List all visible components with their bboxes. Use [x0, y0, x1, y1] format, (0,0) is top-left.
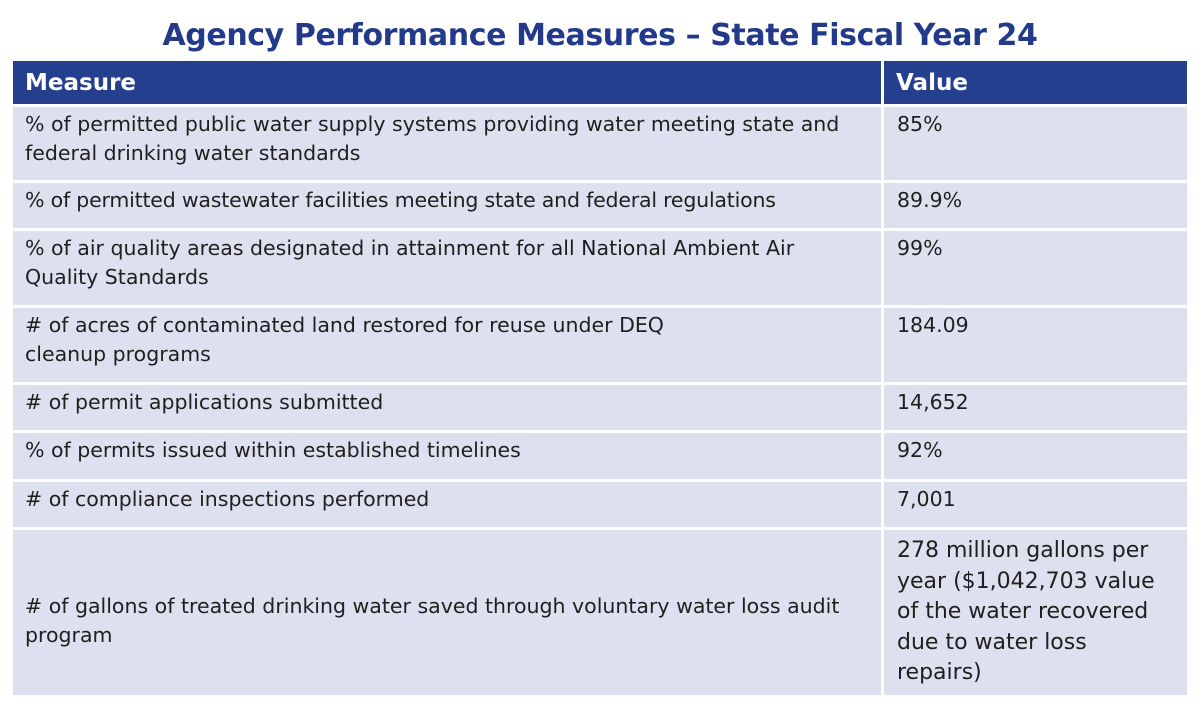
table-row: # of permit applications submitted 14,65… [13, 385, 1187, 433]
column-header-value: Value [884, 61, 1187, 107]
value-cell: 85% [884, 107, 1187, 183]
value-cell: 14,652 [884, 385, 1187, 433]
value-cell: 89.9% [884, 183, 1187, 231]
measure-cell: # of permit applications submitted [13, 385, 884, 433]
table-row: % of air quality areas designated in att… [13, 231, 1187, 308]
page-title: Agency Performance Measures – State Fisc… [162, 18, 1038, 53]
value-cell: 7,001 [884, 482, 1187, 530]
table-row: % of permits issued within established t… [13, 433, 1187, 482]
table-row: # of acres of contaminated land restored… [13, 308, 1187, 385]
table-row: # of gallons of treated drinking water s… [13, 530, 1187, 698]
table-header-row: Measure Value [13, 61, 1187, 107]
table-row: # of compliance inspections performed 7,… [13, 482, 1187, 530]
measure-cell: % of permitted wastewater facilities mee… [13, 183, 884, 231]
column-header-measure: Measure [13, 61, 884, 107]
measure-cell: # of gallons of treated drinking water s… [13, 530, 884, 698]
measure-cell: # of compliance inspections performed [13, 482, 884, 530]
measure-cell: % of permitted public water supply syste… [13, 107, 884, 183]
performance-measures-table: Measure Value % of permitted public wate… [13, 61, 1187, 698]
value-cell: 92% [884, 433, 1187, 482]
value-cell: 99% [884, 231, 1187, 308]
measure-cell: # of acres of contaminated land restored… [13, 308, 884, 385]
measure-cell: % of air quality areas designated in att… [13, 231, 884, 308]
measure-cell: % of permits issued within established t… [13, 433, 884, 482]
table-row: % of permitted wastewater facilities mee… [13, 183, 1187, 231]
value-cell: 184.09 [884, 308, 1187, 385]
table-row: % of permitted public water supply syste… [13, 107, 1187, 183]
value-cell: 278 million gallons per year ($1,042,703… [884, 530, 1187, 698]
